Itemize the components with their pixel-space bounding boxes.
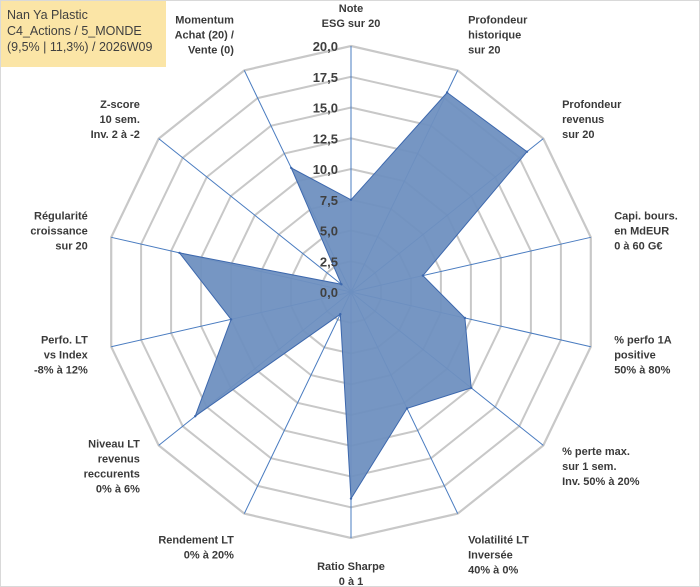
- tick-label: 20,0: [313, 39, 338, 54]
- category-label-1: Profondeur historique sur 20: [468, 15, 528, 57]
- data-point-12: [340, 283, 343, 286]
- data-point-9: [194, 415, 197, 418]
- category-label-9: Niveau LT revenus reccurents 0% à 6%: [84, 438, 141, 495]
- data-point-0: [349, 198, 353, 201]
- data-point-8: [339, 313, 342, 316]
- tick-label: 5,0: [320, 224, 338, 239]
- category-label-7: Ratio Sharpe 0 à 1: [317, 561, 385, 587]
- data-point-4: [463, 316, 467, 320]
- radar-tick-labels: 0,0 2,5 5,0 7,5 10,0 12,5 15,0 17,5 20,0: [313, 39, 338, 300]
- data-point-11: [178, 251, 181, 255]
- data-point-7: [349, 497, 353, 500]
- category-label-11: Régularité croissance sur 20: [30, 211, 87, 253]
- radar-series: [178, 91, 529, 501]
- category-label-4: % perfo 1A positive 50% à 80%: [614, 334, 672, 376]
- category-label-6: Volatilité LT Inversée 40% à 0%: [468, 534, 529, 576]
- radar-category-labels: Note ESG sur 20 Profondeur historique sur 20…: [30, 3, 677, 587]
- tick-label: 7,5: [320, 193, 338, 208]
- tick-label: 2,5: [320, 254, 338, 269]
- tick-label: 15,0: [313, 101, 338, 116]
- tick-label: 17,5: [313, 70, 338, 85]
- data-point-2: [525, 150, 529, 153]
- chart-title-line-3: (9,5% | 11,3%) / 2026W09: [7, 40, 153, 54]
- category-label-12: Z-score 10 sem. Inv. 2 à -2: [91, 99, 140, 141]
- data-point-10: [229, 318, 233, 321]
- spoke-8: [243, 291, 352, 514]
- data-point-13: [290, 166, 293, 170]
- category-label-3: Capi. bours. en MdEUR 0 à 60 G€: [614, 211, 678, 253]
- spoke-12: [158, 138, 352, 293]
- chart-title-line-1: Nan Ya Plastic: [7, 8, 88, 22]
- tick-label: 10,0: [313, 162, 338, 177]
- data-point-3: [421, 274, 425, 277]
- data-point-6: [405, 407, 409, 410]
- tick-label: 12,5: [313, 131, 338, 146]
- category-label-5: % perte max. sur 1 sem. Inv. 50% à 20%: [562, 446, 640, 488]
- category-label-0: Note ESG sur 20: [322, 3, 381, 30]
- category-label-8: Rendement LT 0% à 20%: [158, 534, 234, 561]
- data-point-5: [470, 386, 473, 390]
- category-label-13: Momentum Achat (20) / Vente (0): [175, 15, 235, 57]
- category-label-10: Perfo. LT vs Index -8% à 12%: [34, 334, 89, 376]
- tick-label: 0,0: [320, 285, 338, 300]
- series-area-0: [178, 91, 528, 501]
- chart-title-line-2: C4_Actions / 5_MONDE: [7, 24, 142, 38]
- chart-title-box: Nan Ya Plastic C4_Actions / 5_MONDE (9,5…: [1, 1, 166, 67]
- category-label-2: Profondeur revenus sur 20: [562, 99, 622, 141]
- data-point-1: [445, 91, 449, 94]
